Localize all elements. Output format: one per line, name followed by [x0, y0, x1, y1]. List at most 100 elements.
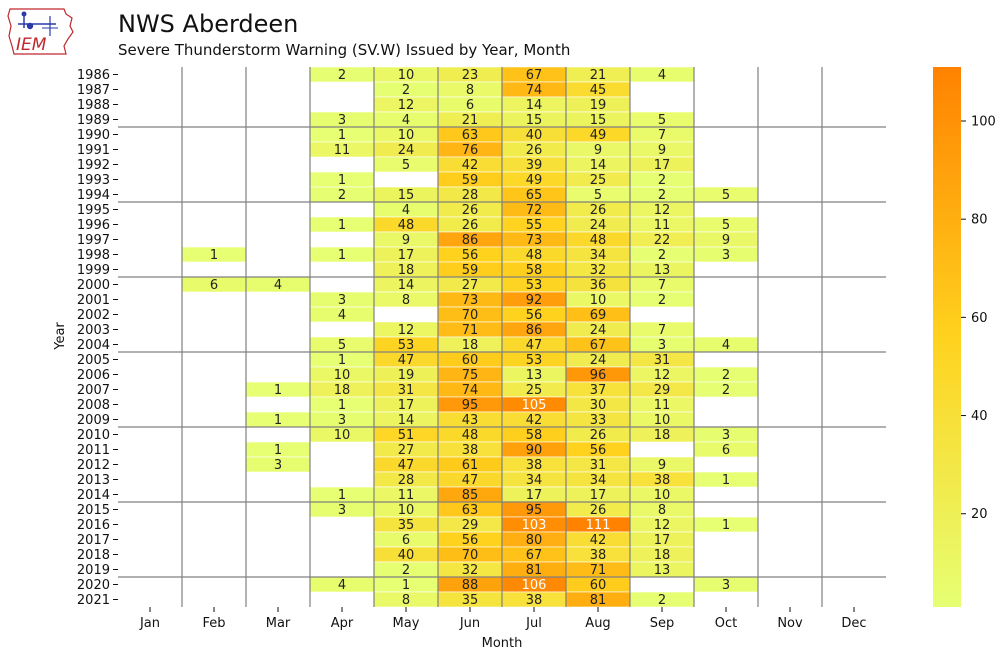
cell-value-label: 1 — [338, 128, 346, 143]
cell-value-label: 81 — [590, 593, 607, 608]
cell-value-label: 40 — [526, 128, 543, 143]
y-tick-label: 2003 — [77, 323, 110, 338]
cell-value-label: 9 — [658, 458, 666, 473]
cell-value-label: 4 — [658, 68, 666, 83]
cell-value-label: 10 — [334, 368, 351, 383]
cell-value-label: 76 — [462, 143, 479, 158]
cell-value-label: 8 — [402, 293, 410, 308]
cell-value-label: 74 — [526, 83, 543, 98]
cell-value-label: 61 — [462, 458, 479, 473]
cell-value-label: 80 — [526, 533, 543, 548]
cell-value-label: 1 — [338, 173, 346, 188]
x-tick-label: Sep — [650, 616, 675, 631]
iowa-outline-icon — [7, 8, 74, 55]
cell-value-label: 4 — [402, 203, 410, 218]
cell-value-label: 13 — [526, 368, 543, 383]
cell-value-label: 18 — [654, 548, 671, 563]
y-tick-label: 2009 — [77, 413, 110, 428]
cell-value-label: 11 — [334, 143, 351, 158]
cell-value-label: 60 — [590, 578, 607, 593]
x-tick-label: Mar — [266, 616, 291, 631]
cell-value-label: 67 — [526, 68, 543, 83]
cell-value-label: 24 — [590, 218, 607, 233]
y-tick-label: 1997 — [77, 233, 110, 248]
cell-value-label: 8 — [402, 593, 410, 608]
x-tick-label: Jun — [459, 616, 480, 631]
chart-title: NWS Aberdeen — [118, 10, 299, 38]
cell-value-label: 69 — [590, 308, 607, 323]
cell-value-label: 34 — [590, 248, 607, 263]
cell-value-label: 4 — [338, 578, 346, 593]
cell-value-label: 1 — [402, 578, 410, 593]
colorbar-tick-label: 20 — [971, 507, 988, 522]
cell-value-label: 30 — [590, 398, 607, 413]
cell-value-label: 90 — [526, 443, 543, 458]
y-tick-label: 1992 — [77, 158, 110, 173]
cell-value-label: 17 — [654, 158, 671, 173]
cell-value-label: 49 — [590, 128, 607, 143]
cell-value-label: 58 — [526, 263, 543, 278]
cell-value-label: 73 — [526, 233, 543, 248]
cell-value-label: 65 — [526, 188, 543, 203]
y-tick-label: 2001 — [77, 293, 110, 308]
y-tick-label: 2017 — [77, 533, 110, 548]
cell-value-label: 36 — [590, 278, 607, 293]
cell-value-label: 26 — [462, 203, 479, 218]
y-tick-label: 1991 — [77, 143, 110, 158]
cell-value-label: 12 — [398, 323, 415, 338]
cell-value-label: 3 — [722, 578, 730, 593]
cell-value-label: 53 — [398, 338, 415, 353]
cell-value-label: 2 — [658, 248, 666, 263]
cell-value-label: 38 — [526, 593, 543, 608]
cell-value-label: 9 — [722, 233, 730, 248]
cell-value-label: 18 — [334, 383, 351, 398]
colorbar-tick-label: 100 — [971, 115, 996, 130]
cell-value-label: 18 — [654, 428, 671, 443]
cell-value-label: 24 — [590, 353, 607, 368]
cell-value-label: 1 — [722, 518, 730, 533]
y-tick-label: 1998 — [77, 248, 110, 263]
cell-value-label: 10 — [654, 413, 671, 428]
x-tick-label: Dec — [841, 616, 866, 631]
cell-value-label: 3 — [274, 458, 282, 473]
cell-value-label: 15 — [590, 113, 607, 128]
cell-value-label: 105 — [522, 398, 547, 413]
cell-value-label: 58 — [526, 428, 543, 443]
cell-value-label: 95 — [526, 503, 543, 518]
cell-value-label: 21 — [590, 68, 607, 83]
chart-subtitle: Severe Thunderstorm Warning (SV.W) Issue… — [118, 41, 571, 59]
cell-value-label: 71 — [462, 323, 479, 338]
y-tick-label: 1989 — [77, 113, 110, 128]
cell-value-label: 10 — [398, 128, 415, 143]
cell-value-label: 23 — [462, 68, 479, 83]
cell-value-label: 3 — [722, 428, 730, 443]
cell-value-label: 73 — [462, 293, 479, 308]
y-tick-label: 2008 — [77, 398, 110, 413]
cell-value-label: 19 — [590, 98, 607, 113]
cell-value-label: 2 — [658, 593, 666, 608]
cell-value-label: 7 — [658, 128, 666, 143]
cell-value-label: 2 — [658, 188, 666, 203]
cell-value-label: 3 — [658, 338, 666, 353]
cell-value-label: 2 — [338, 188, 346, 203]
cell-value-label: 10 — [334, 428, 351, 443]
y-tick-label: 1995 — [77, 203, 110, 218]
cell-value-label: 11 — [654, 218, 671, 233]
cell-value-label: 5 — [594, 188, 602, 203]
x-tick-label: Feb — [202, 616, 225, 631]
cell-value-label: 27 — [398, 443, 415, 458]
x-axis-label: Month — [482, 636, 523, 651]
cell-value-label: 70 — [462, 308, 479, 323]
cell-value-label: 10 — [398, 68, 415, 83]
cell-value-label: 3 — [338, 413, 346, 428]
cell-value-label: 1 — [338, 488, 346, 503]
cell-value-label: 26 — [590, 203, 607, 218]
cell-value-label: 3 — [338, 293, 346, 308]
cell-value-label: 106 — [522, 578, 547, 593]
colorbar-tick-label: 60 — [971, 311, 988, 326]
cell-value-label: 11 — [398, 488, 415, 503]
x-tick-label: Aug — [585, 616, 610, 631]
cell-value-label: 47 — [398, 353, 415, 368]
cell-value-label: 12 — [654, 203, 671, 218]
cell-value-label: 4 — [274, 278, 282, 293]
